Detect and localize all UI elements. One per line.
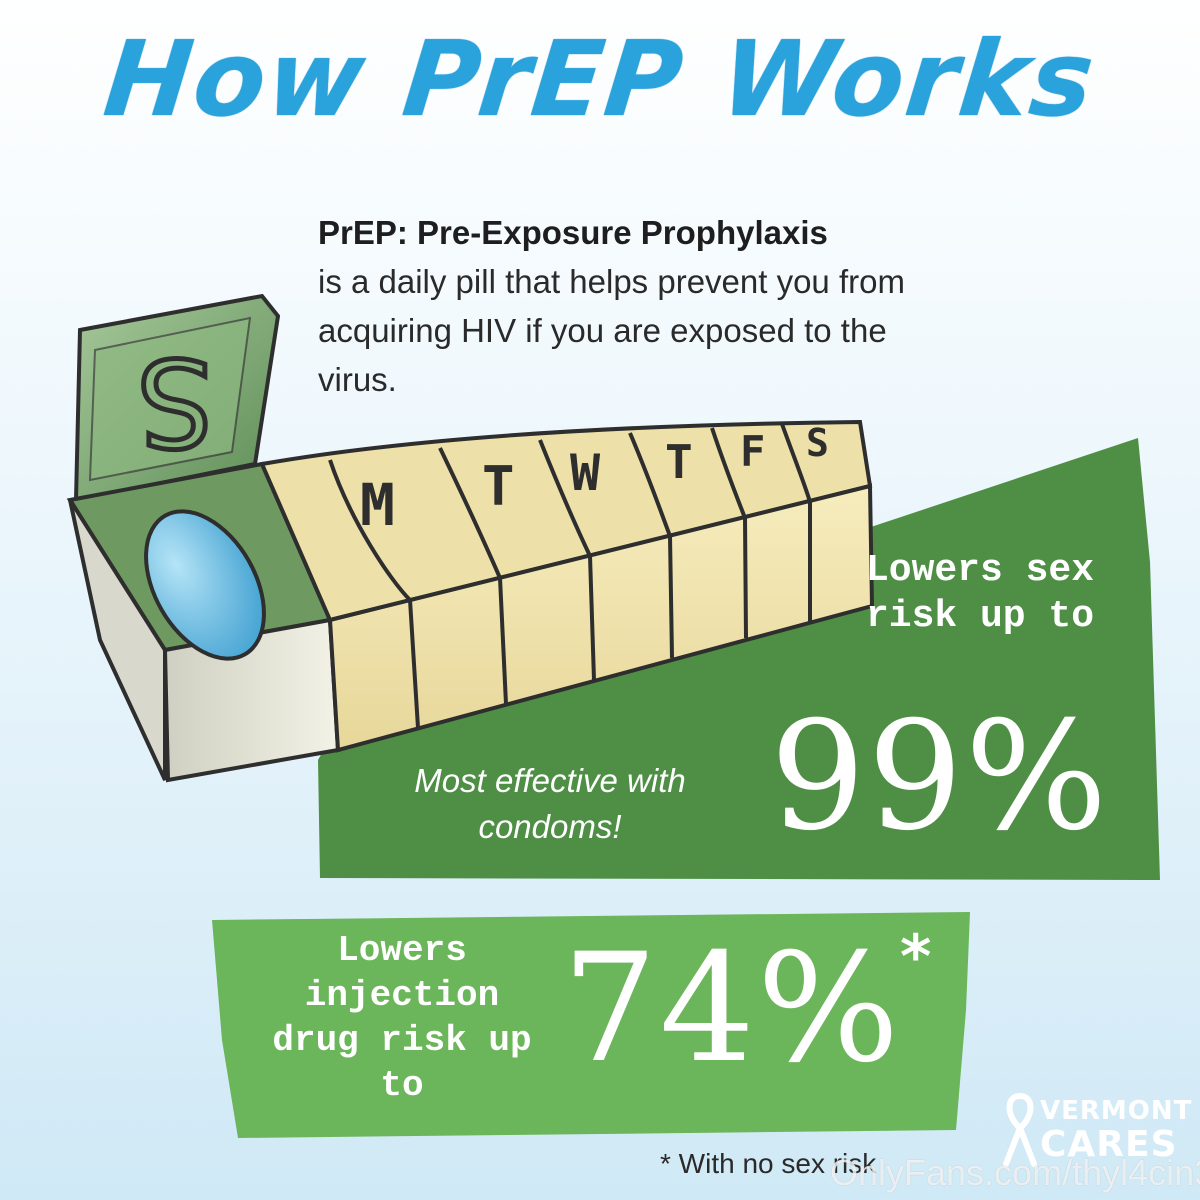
day-label-saturday: S xyxy=(806,421,829,465)
condom-note: Most effective with condoms! xyxy=(414,762,686,845)
footnote: * With no sex risk xyxy=(660,1148,877,1179)
injection-risk-asterisk: * xyxy=(900,922,932,992)
pill xyxy=(144,509,266,661)
open-lid: S xyxy=(73,293,281,503)
injection-risk-label: Lowers injection drug risk up to xyxy=(272,930,532,1106)
day-label-thursday: T xyxy=(665,435,693,489)
description: PrEP: Pre-Exposure Prophylaxis is a dail… xyxy=(318,208,998,404)
lid-day-letter: S xyxy=(137,331,213,470)
day-label-monday: M xyxy=(360,471,395,539)
description-heading: PrEP: Pre-Exposure Prophylaxis xyxy=(318,214,828,251)
sex-risk-label: Lowers sex risk up to xyxy=(865,549,1095,638)
day-label-wednesday: W xyxy=(570,444,601,502)
ribbon-icon xyxy=(1003,1092,1037,1167)
open-compartment xyxy=(66,461,341,783)
day-label-tuesday: T xyxy=(482,455,515,518)
day-label-friday: F xyxy=(740,427,765,476)
injection-risk-value: 74% xyxy=(562,922,902,1096)
day-labels: M T W T F S xyxy=(360,421,829,539)
logo-line2: CARES xyxy=(1040,1124,1178,1165)
sex-risk-value: 99% xyxy=(770,690,1110,864)
description-body: is a daily pill that helps prevent you f… xyxy=(318,263,905,398)
closed-compartments xyxy=(259,419,875,753)
watermark: OnlyFans.com/thyl4cin3 xyxy=(830,1152,1200,1193)
vermont-cares-logo: VERMONT CARES xyxy=(1000,1090,1191,1170)
logo-line1: VERMONT xyxy=(1040,1096,1193,1126)
